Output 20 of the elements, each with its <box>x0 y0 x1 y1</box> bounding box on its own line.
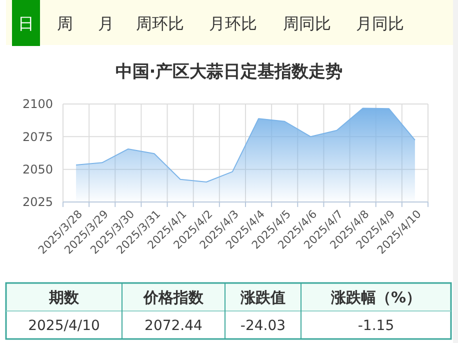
y-tick-label: 2075 <box>22 130 53 144</box>
text: -24.03 <box>240 318 286 334</box>
text: 2025/4/10 <box>28 318 100 334</box>
text: 周 <box>57 14 73 33</box>
text: 2072.44 <box>144 318 203 334</box>
text: -1.15 <box>358 318 394 334</box>
text: 涨跌幅（%） <box>330 288 422 306</box>
text: 期数 <box>48 288 80 306</box>
chart-title: 中国·产区大蒜日定基指数走势 <box>115 62 343 82</box>
text: 日 <box>18 14 34 33</box>
y-tick-label: 2025 <box>22 195 53 210</box>
y-tick-label: 2050 <box>22 162 53 177</box>
y-tick-label: 2100 <box>22 97 53 112</box>
text: 月同比 <box>356 14 404 33</box>
text: 价格指数 <box>142 288 204 306</box>
text: 月 <box>98 14 114 33</box>
text: 涨跌值 <box>240 288 286 306</box>
text: 月环比 <box>209 14 257 33</box>
text: 周同比 <box>283 14 331 33</box>
text: 周环比 <box>136 14 184 33</box>
